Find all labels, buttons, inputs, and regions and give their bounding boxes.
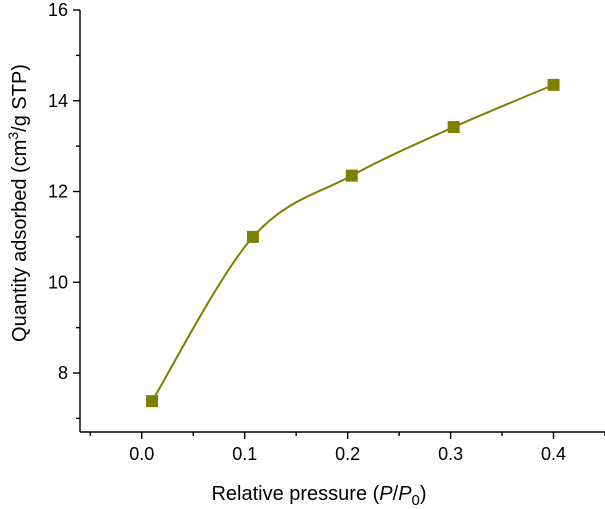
x-axis-title-prefix: Relative pressure ( [211,483,379,505]
y-axis-title: Quantity adsorbed (cm3/g STP) [5,64,31,342]
series-line [151,83,554,402]
data-point-marker [246,230,259,243]
x-tick-label: 0.3 [438,444,463,464]
axes [79,10,605,433]
data-point-marker [146,395,159,408]
y-tick-label: 12 [48,182,68,202]
data-point-marker [547,78,560,91]
y-axis-title-prefix: Quantity adsorbed (cm [9,140,31,342]
y-tick-label: 16 [48,0,68,20]
x-axis-title: Relative pressure (P/P0) [211,483,426,509]
x-axis-title-var2: P [398,483,412,505]
x-axis-ticks: 0.0 0.1 0.2 0.3 0.4 [89,432,605,464]
y-axis-title-suffix: /g STP) [9,64,31,132]
x-tick-label: 0.4 [541,444,566,464]
series-layer [146,78,560,408]
y-tick-label: 14 [48,91,68,111]
y-tick-label: 8 [58,363,68,383]
data-point-marker [345,169,358,182]
y-axis-ticks: 8 10 12 14 16 [48,0,80,420]
x-axis-title-var1: P [379,483,393,505]
x-axis-title-slash: / [393,483,399,505]
x-tick-label: 0.1 [232,444,257,464]
data-point-marker [447,121,460,134]
y-axis-title-superscript: 3 [5,132,21,140]
x-tick-label: 0.0 [129,444,154,464]
x-axis-title-suffix: ) [420,483,427,505]
x-axis-title-subscript: 0 [412,492,420,509]
x-tick-label: 0.2 [335,444,360,464]
y-tick-label: 10 [48,272,68,292]
